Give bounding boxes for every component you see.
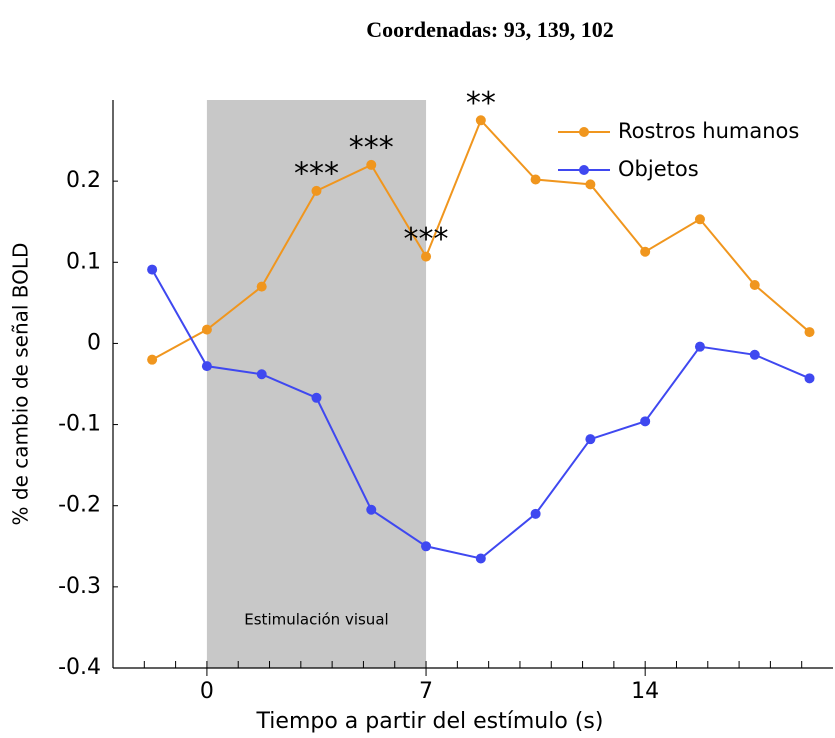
data-point — [640, 246, 651, 257]
data-point — [585, 179, 596, 190]
x-tick-label: 14 — [631, 679, 659, 704]
x-tick-label: 7 — [419, 679, 433, 704]
y-tick-label: 0 — [87, 330, 101, 355]
y-tick-label: -0.2 — [58, 493, 101, 518]
data-point — [366, 159, 377, 170]
stimulus-label: Estimulación visual — [244, 611, 388, 629]
data-point — [421, 541, 432, 552]
data-point — [694, 214, 705, 225]
data-point — [804, 373, 815, 384]
data-point — [311, 185, 322, 196]
data-point — [530, 508, 541, 519]
chart-title: Coordenadas: 93, 139, 102 — [366, 17, 614, 42]
x-axis-label: Tiempo a partir del estímulo (s) — [256, 709, 604, 734]
y-tick-label: -0.4 — [58, 655, 101, 680]
significance-label: *** — [404, 222, 449, 257]
data-point — [366, 504, 377, 515]
y-tick-label: 0.2 — [66, 168, 101, 193]
significance-label: *** — [294, 156, 339, 191]
data-point — [256, 369, 267, 380]
significance-label: *** — [349, 130, 394, 165]
legend-marker — [579, 165, 589, 175]
data-point — [475, 115, 486, 126]
data-point — [201, 361, 212, 372]
data-point — [640, 416, 651, 427]
x-tick-label: 0 — [200, 679, 214, 704]
data-point — [530, 174, 541, 185]
data-point — [421, 251, 432, 262]
y-axis-label: % de cambio de señal BOLD — [9, 243, 33, 526]
data-point — [201, 324, 212, 335]
legend-label: Objetos — [618, 157, 699, 181]
y-tick-label: 0.1 — [66, 249, 101, 274]
legend-label: Rostros humanos — [618, 119, 799, 143]
data-point — [475, 553, 486, 564]
y-tick-label: -0.1 — [58, 412, 101, 437]
legend-marker — [579, 127, 589, 137]
data-point — [694, 341, 705, 352]
data-point — [147, 264, 158, 275]
y-tick-label: -0.3 — [58, 574, 101, 599]
data-point — [749, 280, 760, 291]
data-point — [147, 354, 158, 365]
data-point — [311, 392, 322, 403]
data-point — [585, 434, 596, 445]
significance-label: ** — [466, 86, 496, 121]
data-point — [256, 281, 267, 292]
data-point — [749, 349, 760, 360]
data-point — [804, 327, 815, 338]
